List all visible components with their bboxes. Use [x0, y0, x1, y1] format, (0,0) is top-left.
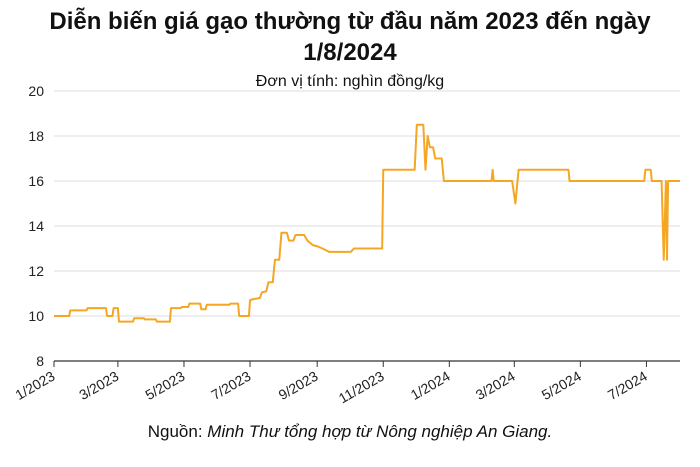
- axes: 8 10 12 14 16 18 20 1/2023 3/2023 5/2023 7/2023 9/2…: [12, 83, 680, 406]
- chart-title-line-2: 1/8/2024: [303, 39, 397, 66]
- x-tick-label-5: 11/2023: [336, 368, 387, 407]
- series-line-0: [54, 123, 680, 323]
- source-name: Minh Thư tổng hợp từ Nông nghiệp An Gian…: [207, 422, 553, 441]
- x-tick-label-9: 7/2024: [605, 368, 650, 403]
- y-tick-label-18: 18: [28, 128, 44, 144]
- x-tick-label-4: 9/2023: [276, 368, 321, 403]
- x-tick-label-1: 3/2023: [76, 368, 121, 403]
- x-tick-label-8: 5/2024: [539, 368, 584, 403]
- x-tick-label-3: 7/2023: [208, 368, 253, 403]
- y-tick-label-10: 10: [28, 308, 44, 324]
- y-tick-label-16: 16: [28, 173, 44, 189]
- x-tick-label-6: 1/2024: [408, 368, 453, 403]
- series-layer: [54, 123, 680, 323]
- unit-label: Đơn vị tính: nghìn đồng/kg: [255, 73, 445, 90]
- source-prefix: Nguồn:: [147, 422, 208, 441]
- grid-lines: [54, 90, 680, 317]
- y-tick-label-20: 20: [28, 83, 44, 99]
- y-tick-label-8: 8: [36, 353, 44, 369]
- x-tick-label-7: 3/2024: [473, 368, 518, 403]
- x-tick-label-2: 5/2023: [142, 368, 187, 403]
- chart-title: Diễn biến giá gạo thường từ đầu năm 2023…: [0, 6, 700, 68]
- chart-title-line-1: Diễn biến giá gạo thường từ đầu năm 2023…: [49, 8, 651, 35]
- x-tick-label-0: 1/2023: [12, 368, 57, 403]
- source-note: Nguồn: Minh Thư tổng hợp từ Nông nghiệp …: [0, 422, 700, 442]
- y-tick-label-14: 14: [28, 218, 44, 234]
- y-tick-label-12: 12: [28, 263, 44, 279]
